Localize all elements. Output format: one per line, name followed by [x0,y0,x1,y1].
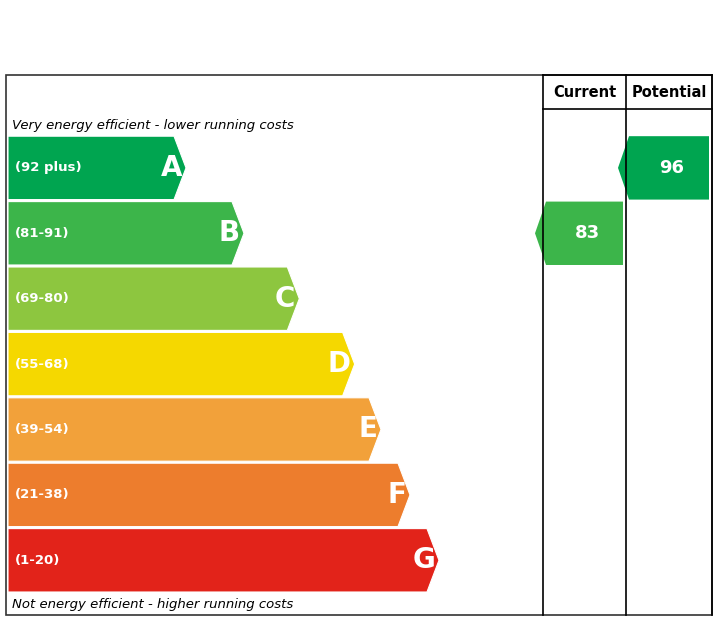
Text: B: B [219,219,240,247]
Text: 96: 96 [660,159,684,177]
Text: C: C [275,285,295,313]
Text: (69-80): (69-80) [15,292,70,305]
Text: Not energy efficient - higher running costs: Not energy efficient - higher running co… [12,598,293,611]
Polygon shape [618,136,709,199]
Text: Current: Current [553,85,616,100]
Text: Energy Efficiency Rating: Energy Efficiency Rating [10,21,470,54]
Text: (55-68): (55-68) [15,358,70,371]
Text: D: D [327,350,350,378]
Text: (21-38): (21-38) [15,488,70,501]
Polygon shape [8,267,299,331]
Text: (92 plus): (92 plus) [15,162,82,175]
Text: G: G [412,547,435,574]
Polygon shape [8,332,355,396]
Polygon shape [8,202,244,265]
Text: (39-54): (39-54) [15,423,70,436]
Polygon shape [8,398,381,461]
Text: 83: 83 [575,224,600,242]
Text: E: E [358,415,377,443]
Polygon shape [8,529,439,592]
Text: (81-91): (81-91) [15,227,70,240]
Text: Potential: Potential [631,85,707,100]
Text: Very energy efficient - lower running costs: Very energy efficient - lower running co… [12,119,294,132]
Polygon shape [8,463,410,527]
Polygon shape [535,202,623,265]
Text: (1-20): (1-20) [15,554,60,567]
Text: F: F [387,481,406,509]
Polygon shape [8,136,186,199]
Text: A: A [161,154,182,182]
